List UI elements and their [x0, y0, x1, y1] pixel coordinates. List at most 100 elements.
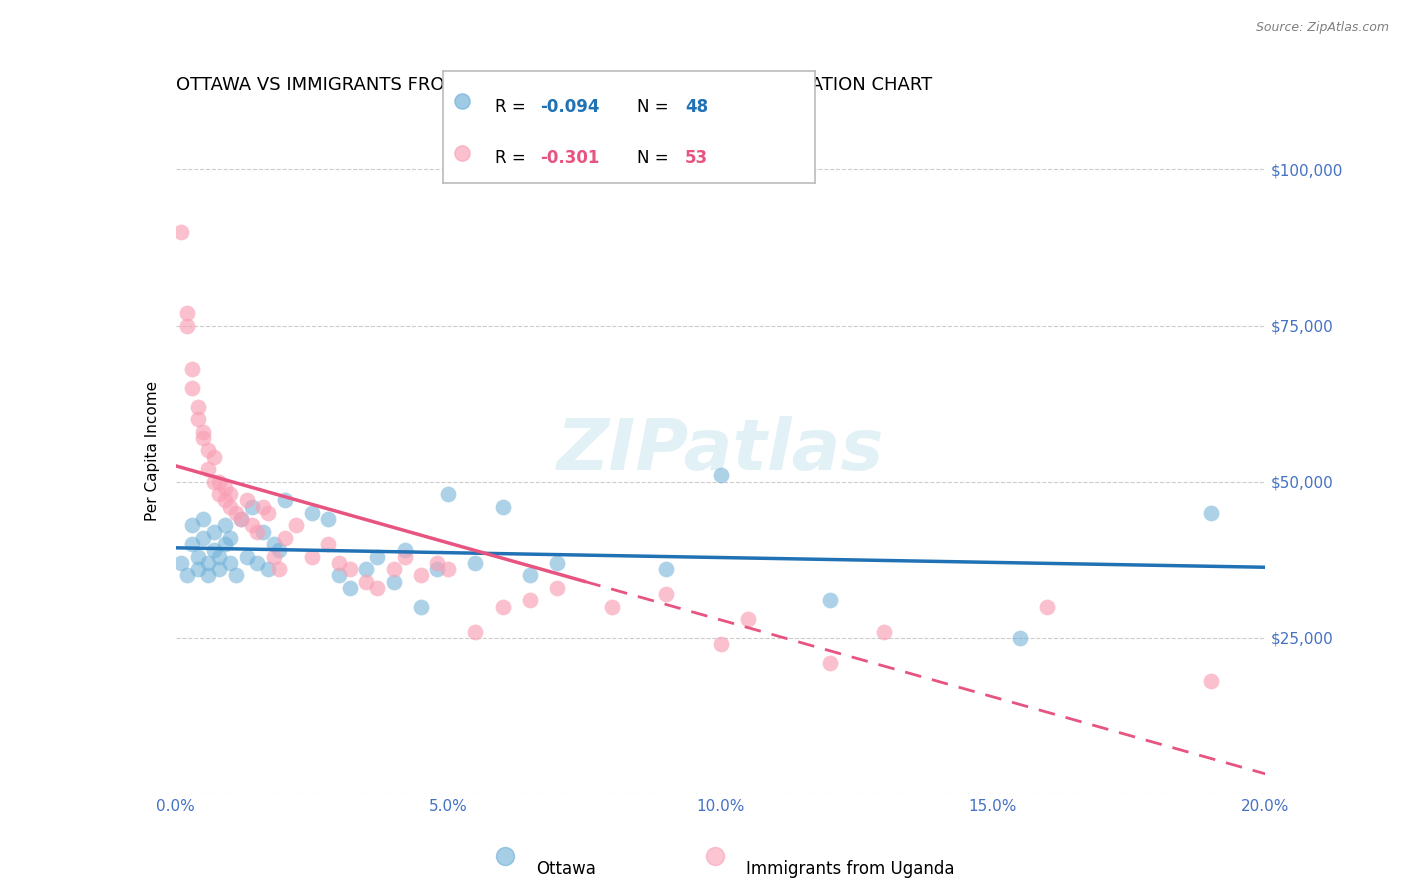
Point [519, 593, 541, 607]
Point [246, 524, 269, 539]
Text: Immigrants from Uganda: Immigrants from Uganda [747, 860, 955, 879]
Point [186, 412, 209, 426]
Point [274, 531, 297, 545]
Point [214, 481, 236, 495]
Point [356, 574, 378, 589]
Point [197, 568, 219, 582]
Point [318, 537, 340, 551]
Point [231, 512, 253, 526]
Point [208, 475, 231, 489]
Text: OTTAWA VS IMMIGRANTS FROM UGANDA PER CAPITA INCOME CORRELATION CHART: OTTAWA VS IMMIGRANTS FROM UGANDA PER CAP… [176, 77, 932, 95]
Point [202, 450, 225, 464]
Text: -0.301: -0.301 [540, 149, 599, 168]
Point [240, 500, 263, 514]
Point [1199, 506, 1222, 520]
Text: R =: R = [495, 149, 531, 168]
Point [197, 462, 219, 476]
Point [519, 568, 541, 582]
Point [214, 493, 236, 508]
Point [382, 574, 405, 589]
Point [208, 487, 231, 501]
Point [176, 568, 198, 582]
Text: 48: 48 [685, 98, 709, 116]
Point [818, 593, 841, 607]
Point [257, 506, 280, 520]
Point [225, 506, 247, 520]
Point [252, 524, 274, 539]
Point [437, 562, 460, 576]
Point [181, 537, 204, 551]
Point [284, 518, 307, 533]
Point [235, 493, 257, 508]
Point [437, 487, 460, 501]
Point [219, 500, 242, 514]
Point [464, 556, 486, 570]
Point [710, 637, 733, 651]
Text: Ottawa: Ottawa [536, 860, 596, 879]
Text: N =: N = [637, 98, 673, 116]
Point [426, 562, 449, 576]
Point [197, 556, 219, 570]
Point [269, 562, 291, 576]
Point [181, 381, 204, 395]
Point [208, 562, 231, 576]
Point [464, 624, 486, 639]
Point [426, 556, 449, 570]
Point [191, 512, 214, 526]
Point [546, 581, 568, 595]
Point [257, 562, 280, 576]
Point [263, 537, 285, 551]
Point [710, 468, 733, 483]
Point [655, 562, 678, 576]
Point [202, 475, 225, 489]
Point [492, 599, 515, 614]
Point [225, 568, 247, 582]
Point [492, 500, 515, 514]
Point [737, 612, 759, 626]
Point [1199, 674, 1222, 689]
Point [409, 599, 432, 614]
Point [191, 431, 214, 445]
Point [202, 543, 225, 558]
Point [328, 556, 350, 570]
Text: Source: ZipAtlas.com: Source: ZipAtlas.com [1256, 21, 1389, 34]
Point [356, 562, 378, 576]
Point [170, 225, 193, 239]
Point [240, 518, 263, 533]
Point [252, 500, 274, 514]
Point [600, 599, 623, 614]
Point [186, 400, 209, 414]
Point [202, 524, 225, 539]
Point [214, 537, 236, 551]
Point [191, 531, 214, 545]
Point [231, 512, 253, 526]
Point [339, 562, 361, 576]
Point [197, 443, 219, 458]
Point [1036, 599, 1059, 614]
Point [246, 556, 269, 570]
Point [219, 487, 242, 501]
Point [318, 512, 340, 526]
Point [301, 506, 323, 520]
Point [219, 556, 242, 570]
Point [655, 587, 678, 601]
Point [181, 362, 204, 376]
Point [328, 568, 350, 582]
Point [208, 549, 231, 564]
Y-axis label: Per Capita Income: Per Capita Income [145, 380, 160, 521]
Point [382, 562, 405, 576]
Point [214, 518, 236, 533]
Point [186, 549, 209, 564]
Point [394, 543, 416, 558]
Point [269, 543, 291, 558]
Point [191, 425, 214, 439]
Point [219, 531, 242, 545]
Point [301, 549, 323, 564]
Point [339, 581, 361, 595]
Text: R =: R = [495, 98, 531, 116]
Point [366, 581, 388, 595]
Text: N =: N = [637, 149, 673, 168]
Point [274, 493, 297, 508]
Text: 53: 53 [685, 149, 709, 168]
Point [546, 556, 568, 570]
